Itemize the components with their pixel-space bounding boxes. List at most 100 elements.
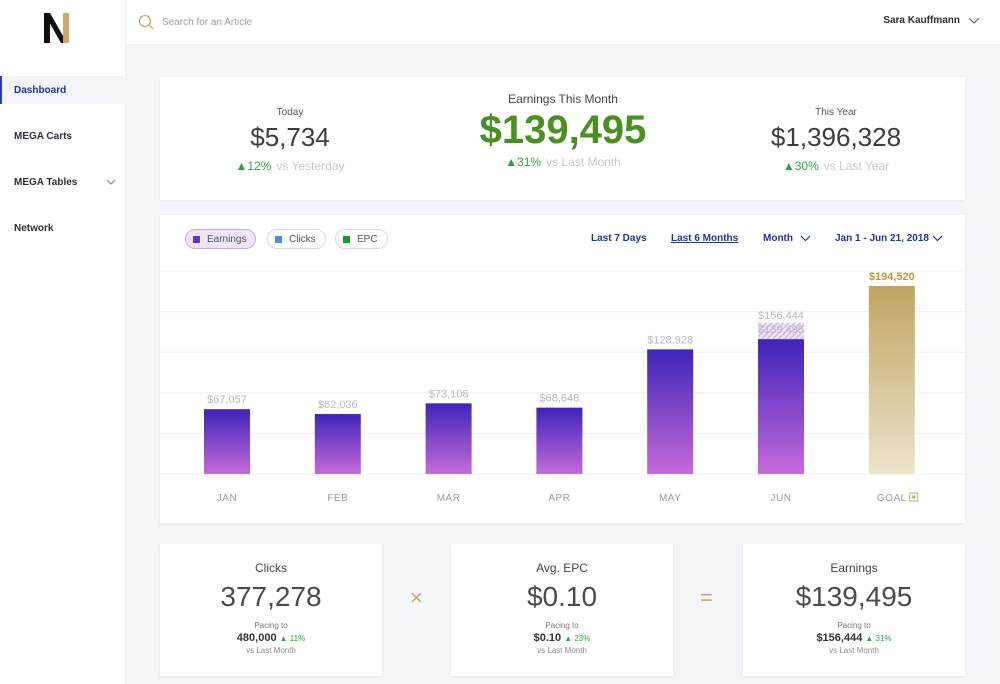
granularity-select[interactable]: Month [763,233,793,244]
search-input[interactable] [162,13,462,31]
square-icon [343,235,350,243]
sidebar-item-label: Network [14,222,54,234]
sidebar-item-label: Dashboard [14,84,67,96]
sidebar-item-mega-carts[interactable]: MEGA Carts [0,122,126,150]
range-last-7-days[interactable]: Last 7 Days [591,233,647,244]
chevron-down-icon[interactable] [800,233,811,244]
pacing-label: $156,444 [758,310,804,322]
bar-value-label: $139,495 [758,324,804,336]
bar-value-label: $128,928 [647,334,693,346]
today-compare: vs Yesterday [276,159,345,173]
bar-value-label: $73,108 [429,388,469,400]
today-label: Today [276,107,304,118]
legend-label: Earnings [207,233,247,245]
clicks-value: 377,278 [220,581,322,612]
clicks-pacing: 480,000 ▲ 11% [160,632,382,644]
chart-grid [160,270,965,475]
bar [314,414,361,474]
pacing-bar [758,322,804,340]
earnings-pacing-pct: ▲ 31% [865,634,892,643]
x-tick-label: APR [548,493,570,504]
top-header: Sara Kauffmann [126,0,1000,44]
bar [758,339,804,474]
square-icon [275,235,282,243]
clicks-compare: vs Last Month [246,646,296,655]
date-range-select[interactable]: Jan 1 - Jun 21, 2018 [835,233,929,244]
bar [425,403,472,474]
brand-logo[interactable] [44,13,72,43]
clicks-pacing-value: 480,000 [236,632,277,644]
epc-pacing-pct: ▲ 23% [564,634,591,643]
clicks-pacing-label: Pacing to [254,621,288,630]
legend-epc-toggle[interactable]: EPC [335,229,388,249]
month-change-pct: ▲31% [505,155,542,169]
multiply-icon: × [410,585,423,610]
info-icon [909,492,919,502]
epc-pacing-value: $0.10 [533,632,562,644]
year-compare: vs Last Year [823,159,890,173]
range-last-6-months[interactable]: Last 6 Months [671,233,739,244]
x-tick-label: GOAL [877,493,907,504]
month-compare: vs Last Month [546,155,621,169]
sidebar-item-label: MEGA Carts [14,130,72,142]
user-name[interactable]: Sara Kauffmann [883,15,960,26]
year-change: ▲30% vs Last Year [736,159,936,173]
bar-value-label: $62,036 [318,399,358,411]
bar [536,407,583,474]
month-stat: Earnings This Month $139,495 ▲31% vs Last… [443,92,683,169]
sidebar-item-label: MEGA Tables [14,176,78,188]
info-icon-dot [912,495,916,499]
sidebar-item-mega-tables[interactable]: MEGA Tables [0,168,126,196]
goal-bar [868,285,915,474]
year-label: This Year [815,107,857,118]
month-change: ▲31% vs Last Month [443,155,683,169]
earnings-pacing-value: $156,444 [816,632,863,644]
bar [647,349,694,474]
bar-value-label: $194,520 [869,271,915,283]
x-tick-label: JUN [771,493,792,504]
square-icon [193,235,200,243]
chart-x-ticks: JAN FEB MAR APR MAY JUN GOAL [217,492,919,504]
month-value: $139,495 [479,108,647,152]
clicks-card: Clicks 377,278 Pacing to 480,000 ▲ 11% v… [160,544,382,676]
legend-label: Clicks [289,233,316,245]
clicks-title: Clicks [255,561,287,575]
earnings-summary-card: Today $5,734 ▲12% vs Yesterday Earnings T… [160,77,965,200]
today-change: ▲12% vs Yesterday [200,159,380,173]
today-value: $5,734 [250,122,330,152]
legend-clicks-toggle[interactable]: Clicks [267,229,326,249]
earnings-value: $139,495 [795,581,913,612]
x-tick-label: JAN [217,493,237,504]
epc-compare: vs Last Month [537,646,587,655]
bar-value-label: $67,057 [207,394,247,406]
chevron-down-icon[interactable] [968,15,980,27]
legend-earnings-toggle[interactable]: Earnings [185,229,257,249]
epc-pacing: $0.10 ▲ 23% [451,632,673,644]
epc-pacing-label: Pacing to [545,621,579,630]
sidebar-item-network[interactable]: Network [0,214,126,242]
x-tick-label: FEB [327,493,348,504]
equals-icon: = [700,585,713,610]
search-icon[interactable] [138,14,154,30]
month-label: Earnings This Month [508,92,618,106]
bar [204,409,250,474]
sidebar-item-dashboard[interactable]: Dashboard [0,76,126,104]
year-value: $1,396,328 [770,122,902,152]
earnings-card: Earnings $139,495 Pacing to $156,444 ▲ 3… [743,544,965,676]
earnings-chart-card: Earnings Clicks EPC Last 7 Days Last 6 M… [160,215,965,523]
today-change-pct: ▲12% [235,159,272,173]
chevron-down-icon [106,179,116,185]
sidebar-nav: Dashboard MEGA Carts MEGA Tables Network [0,76,126,260]
today-stat: Today $5,734 ▲12% vs Yesterday [200,107,380,173]
bar-value-label: $68,648 [540,393,580,405]
clicks-pacing-pct: ▲ 11% [279,634,306,643]
earnings-pacing-label: Pacing to [837,621,871,630]
year-change-pct: ▲30% [782,159,819,173]
epc-value: $0.10 [526,581,598,612]
year-stat: This Year $1,396,328 ▲30% vs Last Year [736,107,936,173]
sidebar: Dashboard MEGA Carts MEGA Tables Network [0,0,126,684]
earnings-title: Earnings [830,561,878,575]
chevron-down-icon[interactable] [932,233,943,244]
chart-value-labels: $67,057 $62,036 $73,108 $68,648 $128,928 $156… [207,271,915,411]
x-tick-label: MAR [437,493,461,504]
